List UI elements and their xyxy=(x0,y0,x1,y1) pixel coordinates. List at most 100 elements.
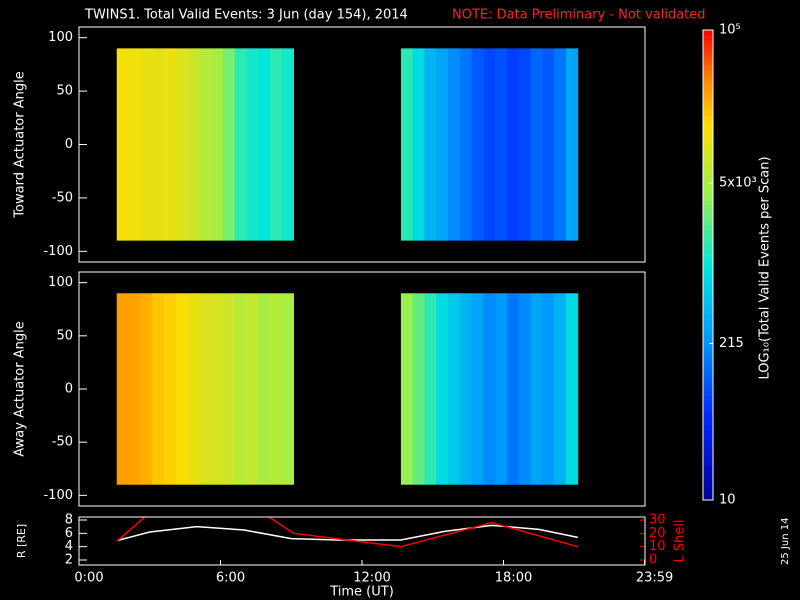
heatmap-cell xyxy=(211,293,224,485)
heatmap-cell xyxy=(246,293,259,485)
colorbar-swatch xyxy=(703,455,713,461)
y-axis-label: Toward Actuator Angle xyxy=(13,71,28,218)
note: NOTE: Data Preliminary - Not validated xyxy=(452,8,706,23)
heatmap-cell xyxy=(140,293,153,485)
heatmap-cell xyxy=(424,48,437,241)
y-tick-label: 4 xyxy=(65,539,73,554)
heatmap-cell xyxy=(400,293,414,485)
colorbar-swatch xyxy=(703,210,713,216)
heatmap-cell xyxy=(175,48,188,241)
colorbar-swatch xyxy=(703,225,713,231)
heatmap-cell xyxy=(436,48,449,241)
colorbar-tick-label: 5x10³ xyxy=(719,175,757,190)
colorbar-swatch xyxy=(703,325,713,331)
y-axis-label: R [RE] xyxy=(15,524,28,558)
heatmap-cell xyxy=(222,48,236,241)
colorbar-swatch xyxy=(703,130,713,136)
colorbar-tick-label: 215 xyxy=(719,336,744,351)
colorbar-swatch xyxy=(703,245,713,251)
colorbar-swatch xyxy=(703,330,713,336)
heatmap-cell xyxy=(152,293,165,485)
heatmap-cell xyxy=(459,48,473,241)
colorbar-swatch xyxy=(703,260,713,266)
colorbar-swatch xyxy=(703,370,713,376)
colorbar-swatch xyxy=(703,115,713,121)
colorbar-swatch xyxy=(703,410,713,416)
heatmap-cell xyxy=(412,48,425,241)
heatmap-cell xyxy=(270,48,283,241)
colorbar-swatch xyxy=(703,270,713,276)
heatmap-cell xyxy=(495,48,508,241)
heatmap-cell xyxy=(565,293,579,485)
heatmap-cell xyxy=(163,293,177,485)
colorbar-swatch xyxy=(703,250,713,256)
heatmap-cell xyxy=(507,48,520,241)
heatmap-cell xyxy=(116,48,129,241)
heatmap-cell xyxy=(281,48,295,241)
y-tick-label: 6 xyxy=(65,526,73,541)
colorbar-swatch xyxy=(703,475,713,481)
colorbar-swatch xyxy=(703,155,713,161)
heatmap-cell xyxy=(554,48,567,241)
heatmap-cell xyxy=(152,48,165,241)
colorbar-swatch xyxy=(703,305,713,311)
y2-tick-label: 20 xyxy=(649,526,666,541)
y-axis-label: Away Actuator Angle xyxy=(13,321,28,456)
colorbar-swatch xyxy=(703,85,713,91)
colorbar-swatch xyxy=(703,285,713,291)
colorbar-swatch xyxy=(703,490,713,496)
colorbar-swatch xyxy=(703,90,713,96)
colorbar-swatch xyxy=(703,440,713,446)
colorbar-swatch xyxy=(703,105,713,111)
colorbar-swatch xyxy=(703,230,713,236)
colorbar-swatch xyxy=(703,220,713,226)
x-axis-label: Time (UT) xyxy=(329,585,394,600)
y2-tick-label: 10 xyxy=(649,539,666,554)
colorbar-swatch xyxy=(703,450,713,456)
heatmap-cell xyxy=(234,48,247,241)
colorbar-swatch xyxy=(703,425,713,431)
colorbar-swatch xyxy=(703,385,713,391)
series-line xyxy=(116,517,578,548)
colorbar-swatch xyxy=(703,95,713,101)
colorbar-swatch xyxy=(703,310,713,316)
y-tick-label: 0 xyxy=(65,137,73,152)
colorbar-swatch xyxy=(703,110,713,116)
colorbar-swatch xyxy=(703,65,713,71)
heatmap-cell xyxy=(234,293,247,485)
colorbar-swatch xyxy=(703,150,713,156)
heatmap-cell xyxy=(542,293,555,485)
colorbar-swatch xyxy=(703,345,713,351)
colorbar-swatch xyxy=(703,275,713,281)
colorbar-swatch xyxy=(703,340,713,346)
colorbar-swatch xyxy=(703,70,713,76)
colorbar-swatch xyxy=(703,430,713,436)
x-tick-label: 6:00 xyxy=(216,571,245,586)
x-tick-label: 0:00 xyxy=(74,571,103,586)
heatmap-cell xyxy=(483,48,496,241)
colorbar-swatch xyxy=(703,240,713,246)
colorbar-swatch xyxy=(703,355,713,361)
colorbar-swatch xyxy=(703,420,713,426)
colorbar-swatch xyxy=(703,365,713,371)
colorbar-swatch xyxy=(703,75,713,81)
colorbar-swatch xyxy=(703,195,713,201)
colorbar-swatch xyxy=(703,165,713,171)
heatmap-cell xyxy=(128,48,141,241)
colorbar-swatch xyxy=(703,315,713,321)
colorbar-swatch xyxy=(703,300,713,306)
heatmap-cell xyxy=(258,293,271,485)
heatmap-cell xyxy=(459,293,473,485)
colorbar-swatch xyxy=(703,100,713,106)
heatmap-cell xyxy=(483,293,496,485)
colorbar-swatch xyxy=(703,320,713,326)
heatmap-cell xyxy=(222,293,236,485)
heatmap-cell xyxy=(140,48,153,241)
y-tick-label: -100 xyxy=(43,488,73,503)
colorbar-swatch xyxy=(703,405,713,411)
heatmap-cell xyxy=(448,48,461,241)
colorbar-swatch xyxy=(703,415,713,421)
heatmap-cell xyxy=(199,293,212,485)
colorbar-swatch xyxy=(703,80,713,86)
colorbar-swatch xyxy=(703,140,713,146)
